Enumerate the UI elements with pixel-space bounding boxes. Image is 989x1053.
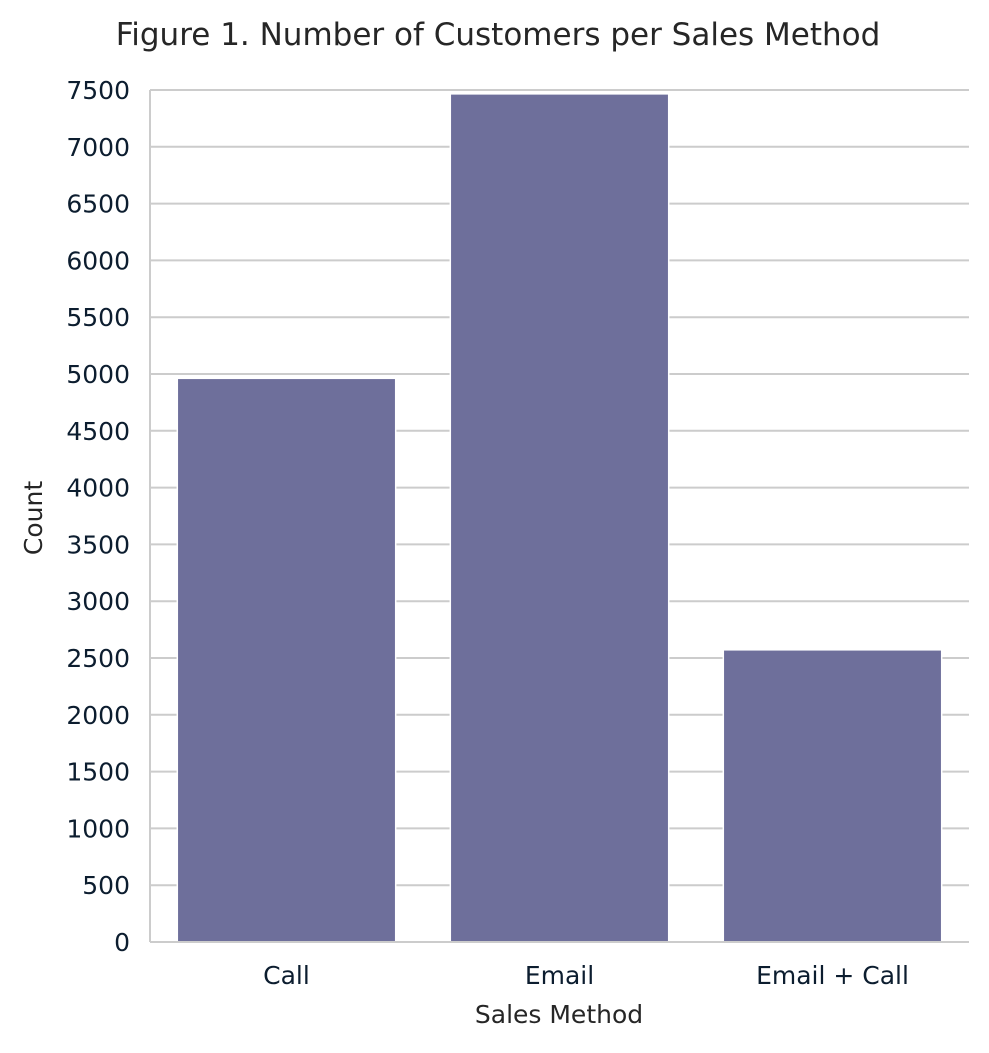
bars [176,93,943,943]
bar [722,649,943,943]
y-tick-label: 4500 [66,417,130,446]
y-tick-label: 500 [82,871,130,900]
y-tick-label: 0 [114,928,130,957]
y-tick-label: 1000 [66,814,130,843]
chart-title: Figure 1. Number of Customers per Sales … [116,17,881,53]
y-tick-label: 2000 [66,701,130,730]
y-tick-label: 4000 [66,474,130,503]
y-axis-label: Count [19,481,48,555]
x-tick-label: Email [525,961,594,990]
x-tick-labels: Call Email Email + Call [263,961,909,990]
y-tick-labels: 0 500 1000 1500 2000 2500 3000 3500 4000 4500 5000… [66,76,130,957]
y-tick-label: 7000 [66,133,130,162]
y-tick-label: 3500 [66,530,130,559]
axes [149,90,969,943]
y-tick-label: 6000 [66,246,130,275]
y-tick-label: 5500 [66,303,130,332]
y-tick-label: 6500 [66,190,130,219]
y-tick-label: 5000 [66,360,130,389]
x-axis-label: Sales Method [475,1000,643,1029]
bar [176,377,397,943]
x-tick-label: Email + Call [756,961,909,990]
bar [449,93,670,943]
y-tick-label: 1500 [66,758,130,787]
x-tick-label: Call [263,961,310,990]
y-tick-label: 2500 [66,644,130,673]
y-tick-label: 3000 [66,587,130,616]
y-tick-label: 7500 [66,76,130,105]
